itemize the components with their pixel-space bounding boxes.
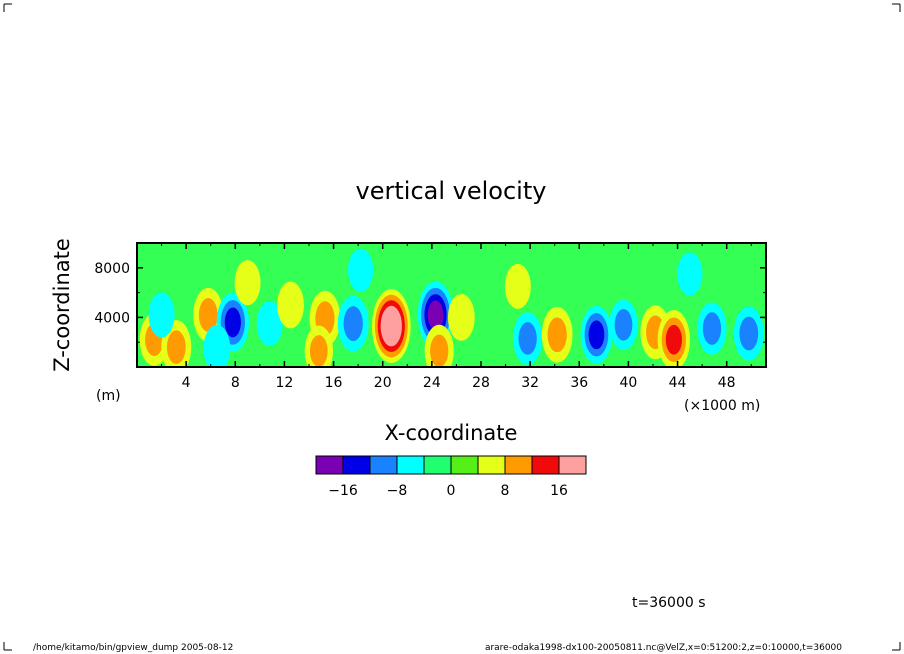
- contour-blob: [198, 298, 218, 332]
- x-tick-label: 20: [374, 375, 392, 391]
- contour-blob: [547, 317, 567, 353]
- x-tick-label: 24: [423, 375, 441, 391]
- colorbar-tick-label: 0: [447, 483, 456, 499]
- colorbar-swatch: [423, 455, 452, 475]
- x-tick-label: 16: [325, 375, 343, 391]
- y-tick-label: 4000: [94, 310, 130, 326]
- contour-blob: [166, 330, 186, 365]
- colorbar-tick-label: 8: [501, 483, 510, 499]
- contour-blob: [588, 320, 605, 350]
- x-tick-label: 44: [669, 375, 687, 391]
- contour-blob: [614, 309, 633, 341]
- colorbar-swatch: [531, 455, 560, 475]
- colorbar-tick-label: −16: [328, 483, 358, 499]
- plot-area: [137, 243, 766, 367]
- footer-left-caption: /home/kitamo/bin/gpview_dump 2005-08-12: [33, 643, 233, 653]
- y-axis: 4000 8000: [94, 261, 766, 343]
- colorbar-swatch: [450, 455, 479, 475]
- contour-blob: [518, 322, 537, 355]
- chart-title: vertical velocity: [356, 177, 547, 205]
- x-axis-label: X-coordinate: [385, 421, 518, 445]
- x-tick-label: 32: [521, 375, 539, 391]
- colorbar-swatch: [477, 455, 506, 475]
- x-tick-label: 28: [472, 375, 490, 391]
- contour-blob: [277, 281, 304, 329]
- colorbar-swatch: [504, 455, 533, 475]
- colorbar: [315, 455, 587, 475]
- contour-blob: [427, 300, 444, 330]
- plot-frame: [136, 242, 767, 368]
- contour-blob: [343, 306, 363, 342]
- y-axis-label: Z-coordinate: [50, 238, 74, 372]
- contour-blob: [677, 252, 703, 296]
- contour-blob: [148, 292, 175, 338]
- colorbar-tick-label: −8: [387, 483, 408, 499]
- colorbar-swatch: [396, 455, 425, 475]
- x-axis: 4 8 12 16 20 24 28 32 36 40 44 48: [161, 243, 752, 391]
- contour-blob: [702, 312, 722, 345]
- x-tick-label: 4: [182, 375, 191, 391]
- contour-blob: [203, 325, 231, 367]
- x-tick-label: 48: [718, 375, 736, 391]
- contour-blob: [430, 334, 449, 367]
- contour-blob: [739, 316, 759, 351]
- contour-features: [139, 248, 764, 367]
- colorbar-swatch: [315, 455, 344, 475]
- x-tick-label: 12: [276, 375, 294, 391]
- colorbar-swatch: [369, 455, 398, 475]
- contour-blob: [309, 335, 328, 367]
- contour-blob: [504, 263, 531, 309]
- contour-blob: [234, 260, 261, 306]
- contour-blob: [347, 248, 374, 292]
- footer-right-caption: arare-odaka1998-dx100-20050811.nc@VelZ,x…: [485, 643, 842, 653]
- colorbar-swatch: [342, 455, 371, 475]
- contour-blob: [256, 301, 283, 347]
- x-axis-unit: (×1000 m): [684, 398, 760, 414]
- x-tick-label: 40: [619, 375, 637, 391]
- colorbar-tick-label: 16: [550, 483, 568, 499]
- x-tick-label: 8: [231, 375, 240, 391]
- contour-blob: [447, 294, 475, 341]
- y-tick-label: 8000: [94, 261, 130, 277]
- y-axis-unit: (m): [96, 388, 121, 404]
- contour-blob: [224, 307, 241, 338]
- time-label: t=36000 s: [632, 595, 706, 611]
- contour-blob: [665, 324, 682, 355]
- colorbar-swatch: [558, 455, 587, 475]
- page-corner-marks: [3, 3, 901, 651]
- colorbar-ticks: −16 −8 0 8 16: [328, 483, 568, 499]
- x-tick-label: 36: [570, 375, 588, 391]
- contour-blob: [383, 311, 400, 341]
